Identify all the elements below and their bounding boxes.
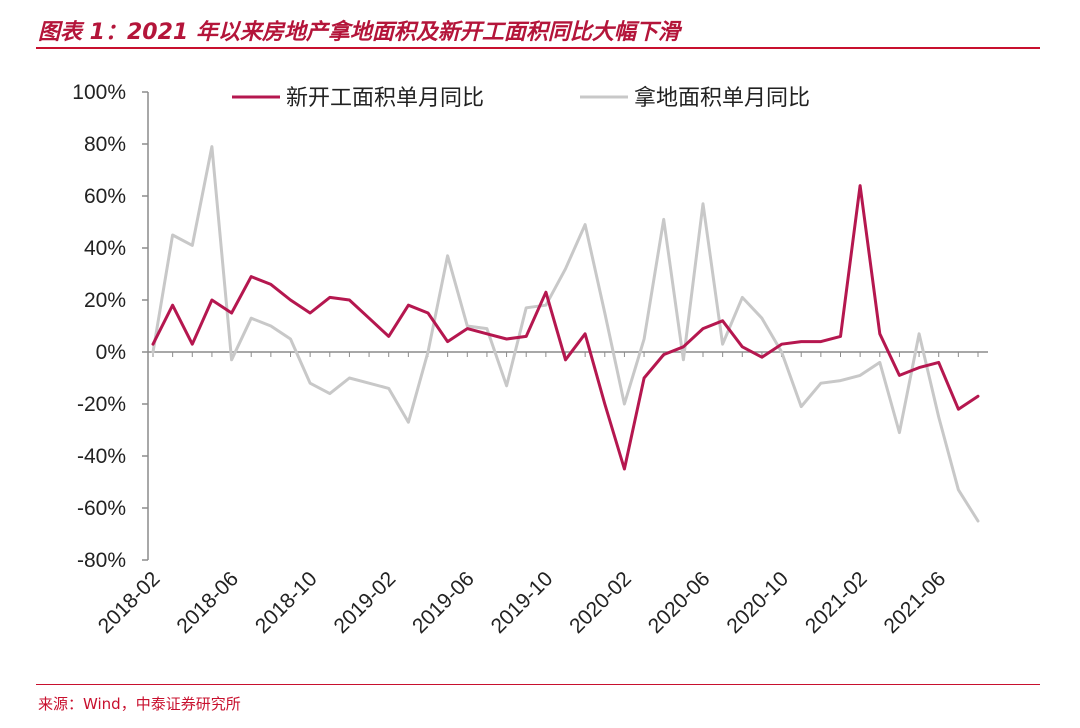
series-line-land-acquisition xyxy=(151,145,980,523)
x-tick-label: 2018-06 xyxy=(172,567,243,638)
legend-item-new-starts-label: 新开工面积单月同比 xyxy=(286,86,484,111)
x-tick-label: 2020-02 xyxy=(565,567,636,638)
x-axis: 2018-02 2018-06 2018-10 2019-02 2019-06 2019-… xyxy=(94,351,988,638)
source-note: 来源：Wind，中泰证券研究所 xyxy=(38,695,241,713)
x-tick-label: 2019-06 xyxy=(408,567,479,638)
figure-title: 图表 1：2021 年以来房地产拿地面积及新开工面积同比大幅下滑 xyxy=(38,20,680,45)
x-tick-label: 2020-06 xyxy=(644,567,715,638)
x-tick-label: 2018-02 xyxy=(94,567,165,638)
title-rule xyxy=(36,47,1040,49)
y-tick-label: -60% xyxy=(77,497,126,520)
y-tick-label: -80% xyxy=(77,549,126,572)
y-tick-label: 40% xyxy=(84,237,126,260)
source-rule xyxy=(36,684,1040,685)
x-tick-label: 2021-06 xyxy=(879,567,950,638)
y-tick-label: 80% xyxy=(84,133,126,156)
x-tick-label: 2019-02 xyxy=(329,567,400,638)
y-tick-label: 100% xyxy=(72,81,126,104)
y-tick-label: 60% xyxy=(84,185,126,208)
y-tick-label: -40% xyxy=(77,445,126,468)
legend: 新开工面积单月同比 拿地面积单月同比 xyxy=(232,85,810,111)
y-tick-label: -20% xyxy=(77,393,126,416)
x-tick-label: 2021-02 xyxy=(801,567,872,638)
x-tick-label: 2020-10 xyxy=(722,567,793,638)
y-tick-label: 20% xyxy=(84,289,126,312)
series-layer xyxy=(151,145,980,523)
y-tick-label: 0% xyxy=(96,341,126,364)
x-tick-label: 2018-10 xyxy=(251,567,322,638)
legend-item-land-acquisition-label: 拿地面积单月同比 xyxy=(634,85,810,111)
line-chart: -80% -60% -40% -20% 0% 20% 40% 60% 80% 100% 2018-… xyxy=(72,81,988,638)
series-line-new-starts xyxy=(151,184,980,471)
y-axis: -80% -60% -40% -20% 0% 20% 40% 60% 80% 100% xyxy=(72,81,149,572)
x-tick-label: 2019-10 xyxy=(487,567,558,638)
